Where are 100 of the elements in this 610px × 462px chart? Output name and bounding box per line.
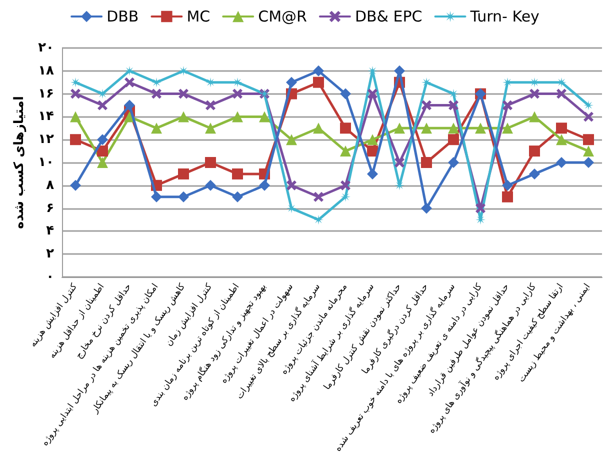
legend-label: DBB — [106, 8, 139, 26]
point — [340, 122, 351, 134]
point — [205, 180, 216, 191]
point — [556, 88, 566, 99]
point — [422, 77, 432, 88]
point — [583, 146, 594, 157]
point — [394, 122, 405, 134]
point — [314, 214, 324, 225]
point — [448, 134, 459, 146]
point — [313, 122, 324, 134]
y-tick-label: ۱۸ — [38, 63, 54, 78]
point — [70, 134, 81, 146]
point — [205, 157, 216, 168]
point — [178, 66, 188, 76]
point — [70, 77, 80, 88]
y-tick-label: ۰ — [46, 270, 54, 284]
point — [152, 77, 162, 88]
point — [178, 88, 188, 99]
point — [152, 88, 162, 99]
point — [70, 111, 81, 122]
y-axis-title: امتیازهای کسب شده — [12, 96, 27, 229]
y-tick-label: ۱۰ — [38, 155, 54, 170]
y-tick-label: ۱۶ — [38, 86, 54, 102]
point — [340, 88, 351, 100]
y-tick-label: ۱۲ — [38, 132, 54, 148]
point — [502, 180, 513, 191]
point — [340, 192, 350, 202]
point — [367, 168, 378, 180]
point — [178, 191, 189, 202]
point — [232, 88, 242, 99]
y-tick-label: ۲ — [46, 246, 54, 262]
point — [313, 76, 324, 88]
point — [584, 100, 594, 110]
point — [98, 88, 108, 99]
y-tick-label: ۸ — [46, 178, 54, 193]
legend-label: MC — [186, 8, 210, 26]
point — [206, 100, 216, 110]
legend-label: Turn- Key — [469, 8, 540, 26]
point — [70, 180, 81, 191]
point — [421, 122, 432, 134]
point — [502, 191, 513, 202]
point — [502, 77, 512, 88]
point — [476, 214, 486, 225]
y-tick-label: ۶ — [46, 200, 54, 216]
point — [529, 111, 540, 122]
point — [529, 146, 540, 157]
point — [448, 122, 459, 134]
point — [98, 100, 108, 110]
point — [368, 88, 378, 99]
point — [448, 100, 458, 110]
point — [97, 157, 108, 168]
point — [556, 157, 567, 168]
point — [530, 77, 540, 88]
point — [151, 191, 162, 202]
y-tick-label: ۴ — [46, 224, 54, 239]
point — [259, 111, 270, 122]
point — [368, 66, 378, 76]
point — [476, 203, 486, 214]
point — [448, 157, 459, 168]
point — [584, 112, 594, 122]
point — [583, 157, 594, 168]
point — [421, 157, 432, 168]
point — [178, 168, 189, 180]
point — [232, 77, 242, 88]
point — [556, 77, 566, 88]
point — [286, 76, 297, 88]
point — [583, 134, 594, 146]
point — [232, 111, 243, 122]
point — [232, 168, 243, 180]
point — [97, 134, 108, 146]
point — [556, 122, 567, 134]
point — [394, 158, 404, 168]
point — [286, 203, 296, 214]
point — [124, 77, 134, 88]
point — [529, 168, 540, 180]
point — [340, 146, 351, 157]
point — [367, 146, 378, 157]
point — [502, 100, 512, 110]
point — [422, 100, 432, 110]
point — [502, 122, 513, 134]
point — [70, 88, 80, 99]
point — [178, 111, 189, 122]
point — [206, 77, 216, 88]
point — [340, 180, 350, 190]
point — [530, 88, 540, 99]
point — [556, 134, 567, 146]
point — [421, 202, 432, 214]
point — [286, 180, 296, 190]
y-tick-label: ۱۴ — [38, 109, 54, 124]
point — [313, 65, 324, 76]
y-tick-label: ۲۰ — [38, 40, 54, 56]
point — [367, 134, 378, 146]
legend-label: DB& EPC — [354, 8, 422, 26]
point — [124, 66, 134, 76]
point — [205, 122, 216, 134]
point — [314, 192, 324, 202]
point — [286, 134, 297, 146]
point — [232, 191, 243, 202]
point — [124, 100, 135, 111]
point — [97, 146, 108, 157]
